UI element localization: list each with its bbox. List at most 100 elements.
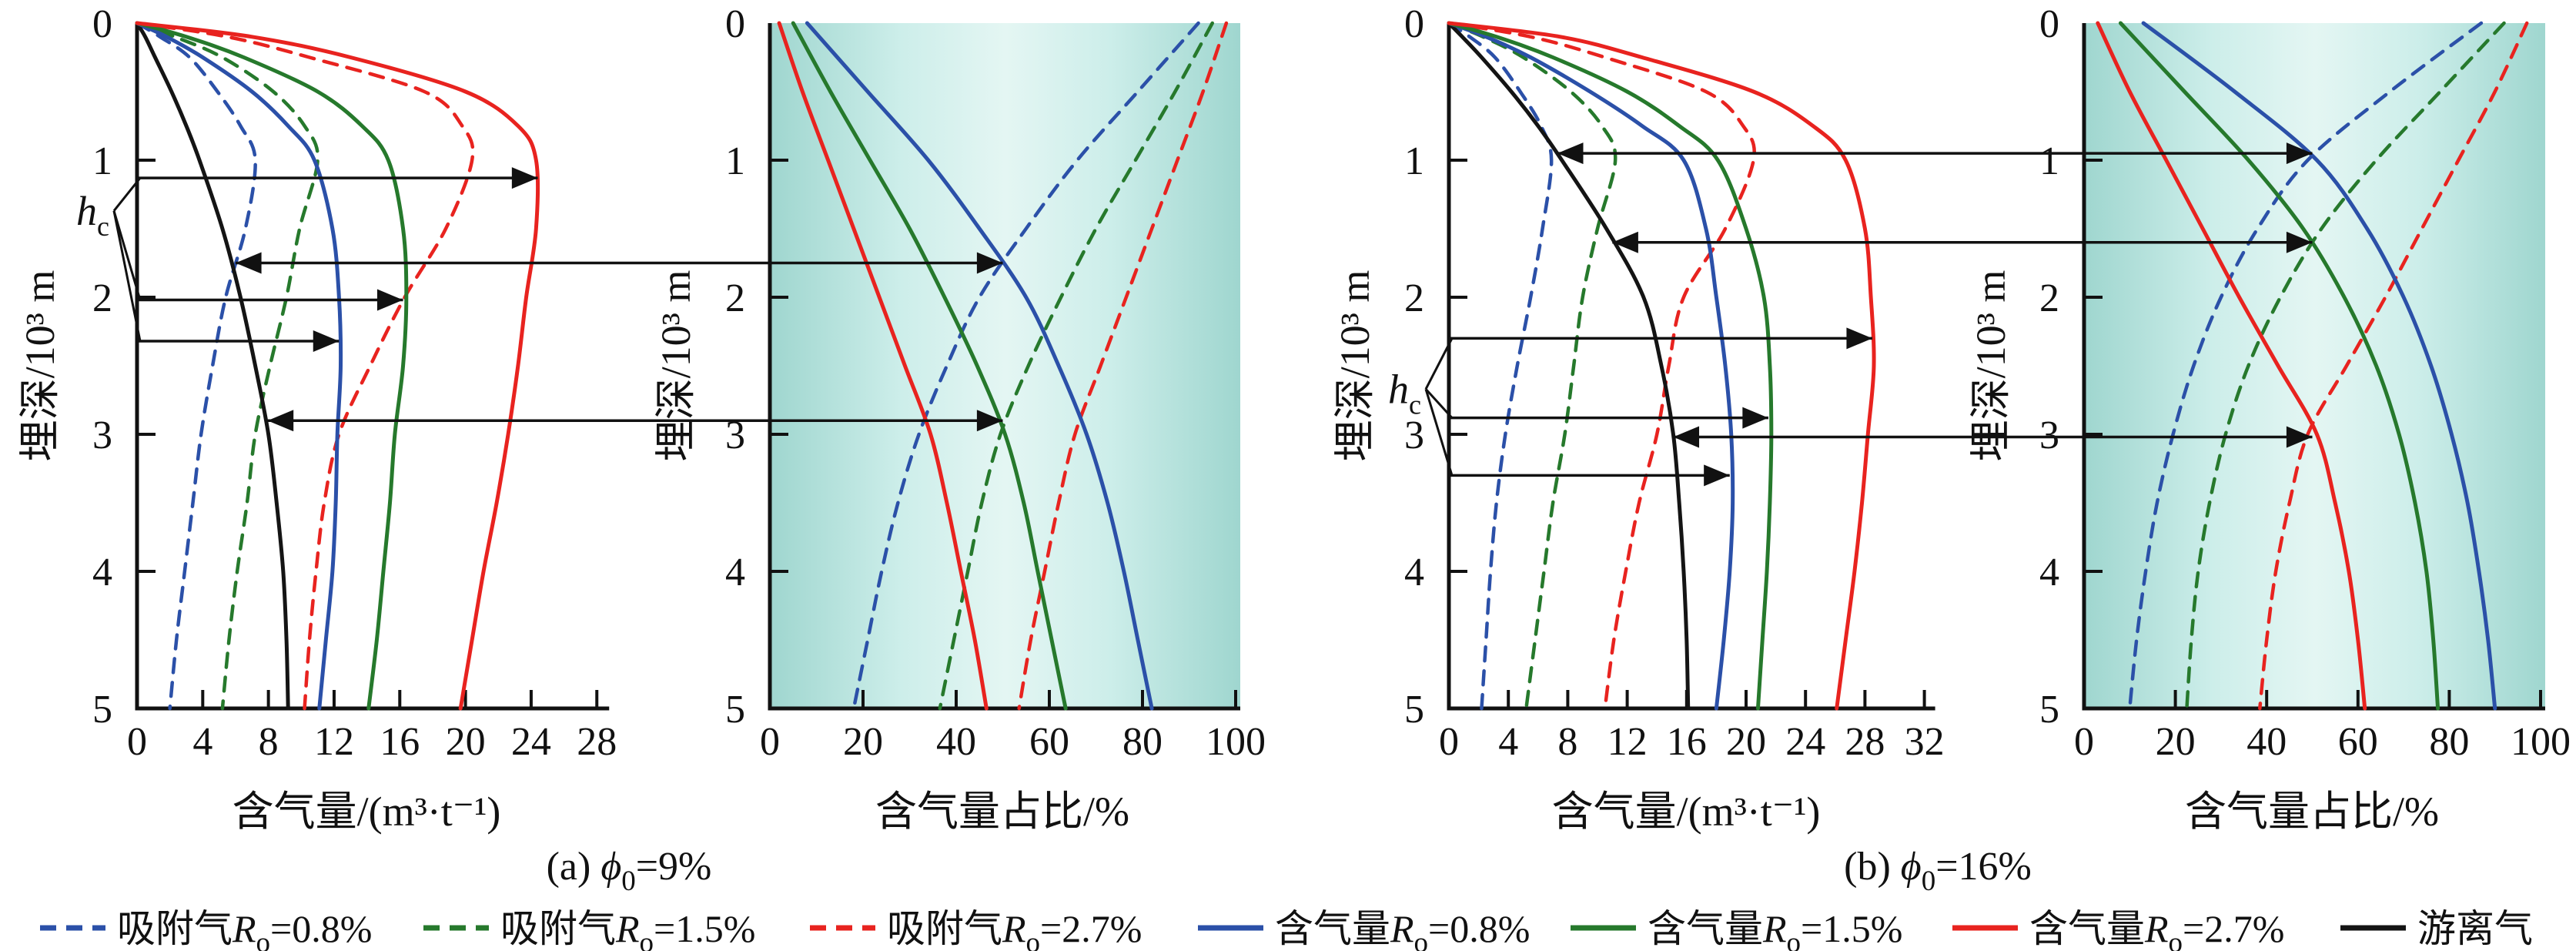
a2-y-tick-label: 0 xyxy=(725,2,745,46)
legend-item-label: 含气量Ro=2.7% xyxy=(2029,907,2284,951)
x-axis-title-a2: 含气量占比/% xyxy=(875,789,1129,835)
a2-y-tick-label: 4 xyxy=(725,551,745,594)
a1-series-solid-red xyxy=(135,21,540,711)
b1-series-dashed-green xyxy=(1447,21,1618,711)
hc-leader-line xyxy=(1424,388,1454,419)
a1-series-solid-black xyxy=(135,21,290,711)
a2-x-tick-label: 80 xyxy=(1122,720,1163,764)
x-axis-title-a1: 含气量/(m³·t⁻¹) xyxy=(233,789,501,835)
b1-y-tick-label: 0 xyxy=(1404,2,1424,46)
legend-item-label: 游离气 xyxy=(2417,907,2533,950)
b1-series-solid-black xyxy=(1447,21,1691,711)
a1-y-tick-label: 2 xyxy=(92,276,112,320)
a2-x-tick-label: 40 xyxy=(936,720,976,764)
a1-y-tick-label: 1 xyxy=(92,139,112,183)
a1-x-tick-label: 20 xyxy=(446,720,486,764)
a1-x-tick-label: 4 xyxy=(192,720,212,764)
hc-leader-line xyxy=(112,177,142,212)
a2-x-tick-label: 0 xyxy=(760,720,780,764)
a2-series-solid-blue xyxy=(805,21,1154,711)
legend-item-label: 含气量Ro=0.8% xyxy=(1275,907,1530,951)
b1-x-tick-label: 4 xyxy=(1498,720,1518,764)
a1-x-tick-label: 16 xyxy=(380,720,420,764)
legend-row: 吸附气Ro=0.8% 吸附气Ro=1.5% 吸附气Ro=2.7% 含气量Ro=0.8%… xyxy=(40,907,2533,951)
b1-x-tick-label: 20 xyxy=(1726,720,1766,764)
a1-x-tick-label: 28 xyxy=(577,720,617,764)
a1-series-solid-green xyxy=(135,21,409,711)
b1-y-tick-label: 4 xyxy=(1404,551,1424,594)
a1-x-tick-label: 8 xyxy=(259,720,279,764)
panel-curves xyxy=(135,21,2529,711)
b2-y-tick-label: 2 xyxy=(2039,276,2059,320)
a2-y-tick-label: 5 xyxy=(725,688,745,732)
b2-series-dashed-blue xyxy=(2128,21,2484,711)
b2-series-dashed-green xyxy=(2185,21,2506,711)
b2-series-solid-green xyxy=(2118,21,2441,711)
y-axis-title-a1: 埋深/10³ m xyxy=(17,270,63,462)
caption-a: (a) ϕ0=9% xyxy=(547,845,712,897)
hc-label: hc xyxy=(1388,366,1421,420)
x-axis-title-b1: 含气量/(m³·t⁻¹) xyxy=(1552,789,1821,835)
hc-leader-line xyxy=(1424,337,1454,390)
a2-y-tick-label: 1 xyxy=(725,139,745,183)
a2-axis xyxy=(768,23,1240,711)
a1-axis xyxy=(135,23,610,711)
b2-plot-background xyxy=(2084,23,2545,708)
a2-series-solid-red xyxy=(777,21,989,711)
legend-item-label: 吸附气Ro=1.5% xyxy=(500,907,755,951)
b1-x-tick-label: 12 xyxy=(1607,720,1648,764)
a2-series-solid-green xyxy=(791,21,1068,711)
a2-x-tick-label: 20 xyxy=(843,720,883,764)
b2-y-tick-label: 4 xyxy=(2039,551,2059,594)
b1-y-tick-label: 5 xyxy=(1404,688,1424,732)
a1-x-tick-label: 12 xyxy=(314,720,354,764)
b1-y-tick-label: 1 xyxy=(1404,139,1424,183)
hc-leader-line xyxy=(112,210,142,342)
y-axis-title-b1: 埋深/10³ m xyxy=(1332,270,1378,462)
a2-x-tick-label: 100 xyxy=(1206,720,1266,764)
a2-x-tick-label: 60 xyxy=(1029,720,1069,764)
annotation-arrows: hc hc xyxy=(76,142,2313,487)
a1-x-tick-label: 0 xyxy=(127,720,147,764)
b2-y-tick-label: 3 xyxy=(2039,414,2059,457)
b1-y-tick-label: 3 xyxy=(1404,414,1424,457)
a1-series-dashed-green xyxy=(135,21,319,711)
b2-x-tick-label: 0 xyxy=(2074,720,2094,764)
b1-axis xyxy=(1447,23,1935,711)
legend-item-label: 吸附气Ro=2.7% xyxy=(887,907,1142,951)
hc-leader-line xyxy=(112,210,142,300)
legend-item-label: 含气量Ro=1.5% xyxy=(1648,907,1902,951)
hc-label: hc xyxy=(76,188,109,242)
b2-series-dashed-red xyxy=(2258,21,2529,711)
y-axis-title-b2: 埋深/10³ m xyxy=(1968,270,2014,462)
b2-x-tick-label: 100 xyxy=(2511,720,2571,764)
b2-y-tick-label: 1 xyxy=(2039,139,2059,183)
a2-y-tick-label: 2 xyxy=(725,276,745,320)
b1-series-solid-green xyxy=(1447,21,1774,711)
b1-series-solid-blue xyxy=(1447,21,1735,711)
hc-leader-line xyxy=(1424,388,1454,476)
panel-backgrounds xyxy=(770,23,2545,708)
b1-series-dashed-blue xyxy=(1447,21,1554,711)
legend-item-label: 吸附气Ro=0.8% xyxy=(117,907,372,951)
b1-x-tick-label: 16 xyxy=(1667,720,1707,764)
b2-x-tick-label: 80 xyxy=(2429,720,2469,764)
b2-series-solid-red xyxy=(2096,21,2367,711)
y-axis-title-a2: 埋深/10³ m xyxy=(653,270,699,462)
b2-y-tick-label: 5 xyxy=(2039,688,2059,732)
b1-x-tick-label: 24 xyxy=(1785,720,1825,764)
a1-y-tick-label: 4 xyxy=(92,551,112,594)
caption-b: (b) ϕ0=16% xyxy=(1844,845,2032,897)
a1-y-tick-label: 0 xyxy=(92,2,112,46)
b2-series-solid-blue xyxy=(2141,21,2497,711)
b2-x-tick-label: 40 xyxy=(2246,720,2287,764)
b1-series-dashed-red xyxy=(1447,21,1756,711)
b1-x-tick-label: 32 xyxy=(1905,720,1945,764)
x-axis-title-b2: 含气量占比/% xyxy=(2185,789,2439,835)
a2-plot-background xyxy=(770,23,1240,708)
b1-x-tick-label: 28 xyxy=(1845,720,1885,764)
b2-x-tick-label: 60 xyxy=(2338,720,2378,764)
b1-x-tick-label: 0 xyxy=(1439,720,1459,764)
